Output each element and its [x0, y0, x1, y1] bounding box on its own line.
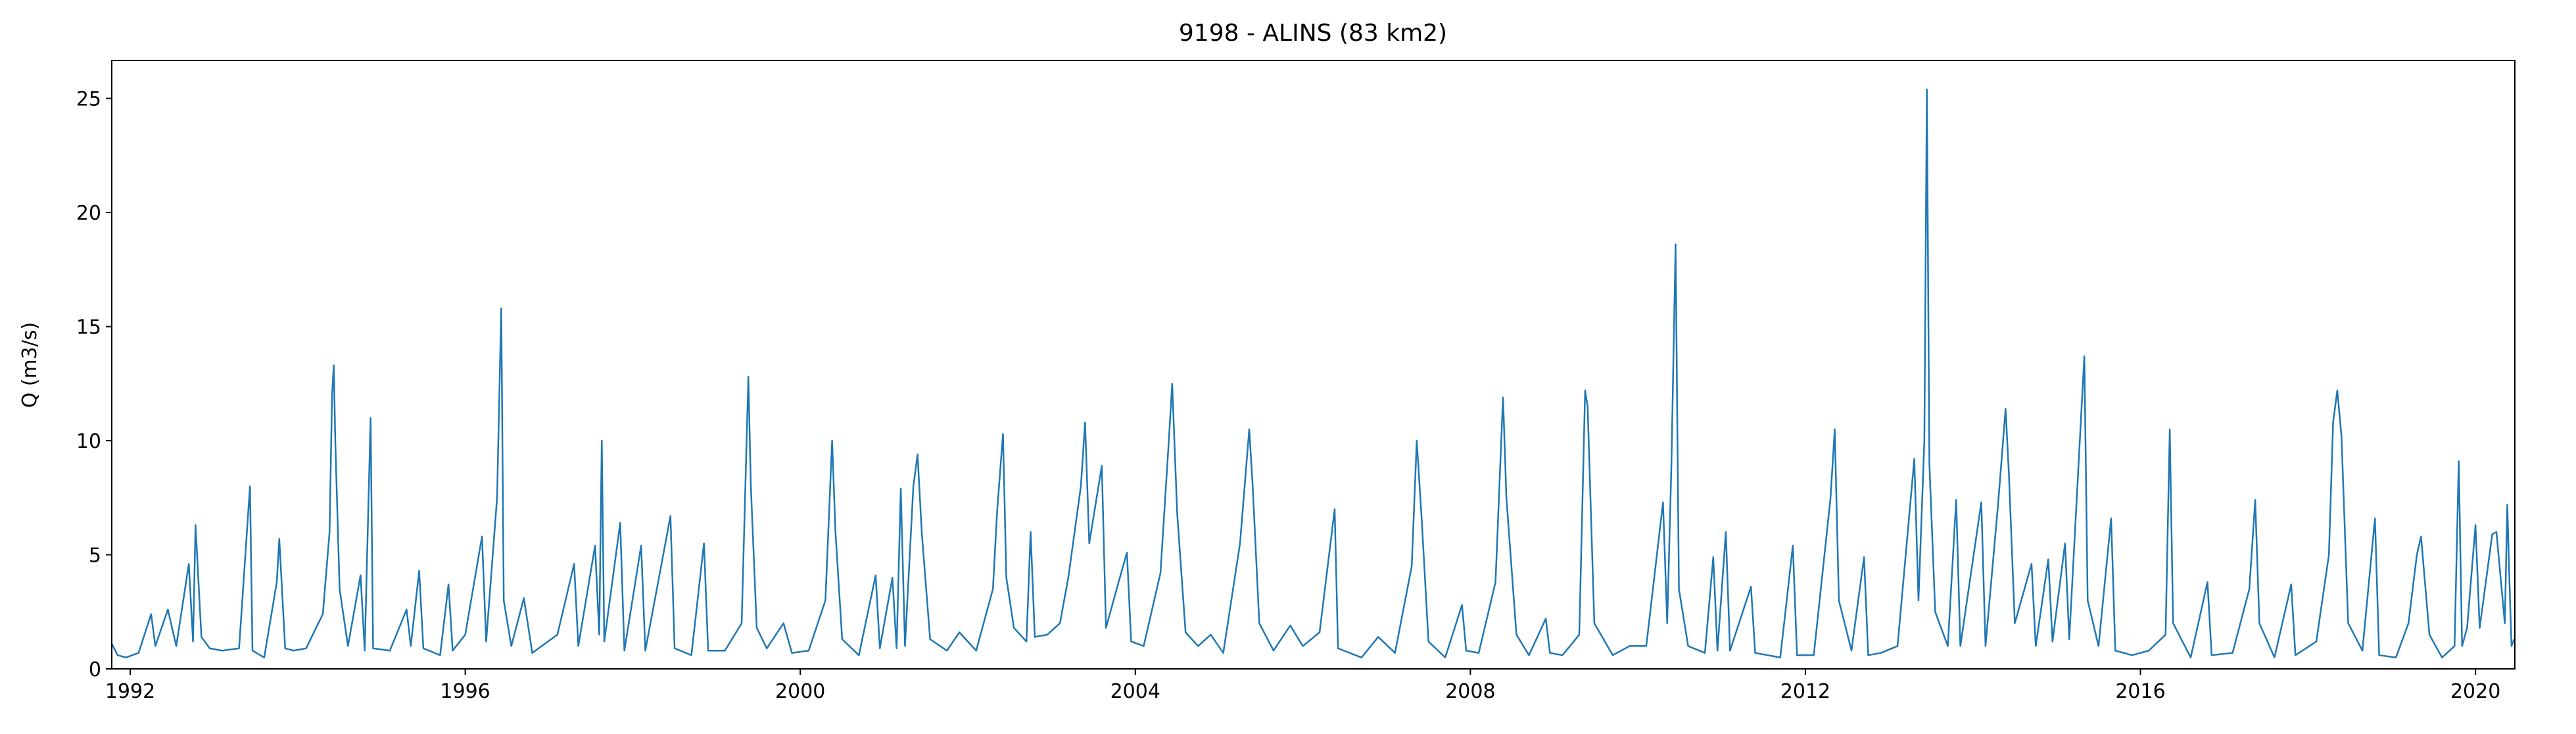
x-tick-label: 1992 [105, 680, 155, 703]
y-tick-label: 0 [89, 658, 101, 681]
x-tick-label: 2020 [2450, 680, 2500, 703]
y-tick-label: 5 [89, 545, 101, 568]
x-tick-label: 2012 [1780, 680, 1830, 703]
y-axis-label: Q (m3/s) [18, 322, 41, 408]
y-tick-label: 15 [76, 316, 101, 339]
axes-frame [111, 60, 2516, 670]
y-tick-label: 25 [76, 88, 101, 111]
x-tick-label: 2004 [1110, 680, 1160, 703]
y-tick-label: 20 [76, 202, 101, 225]
chart-title: 9198 - ALINS (83 km2) [1179, 20, 1447, 47]
x-tick-label: 1996 [440, 680, 490, 703]
y-tick-label: 10 [76, 430, 101, 453]
x-tick-label: 2016 [2115, 680, 2165, 703]
x-tick-label: 2000 [775, 680, 825, 703]
x-tick-label: 2008 [1445, 680, 1495, 703]
flow-line [110, 88, 2515, 658]
